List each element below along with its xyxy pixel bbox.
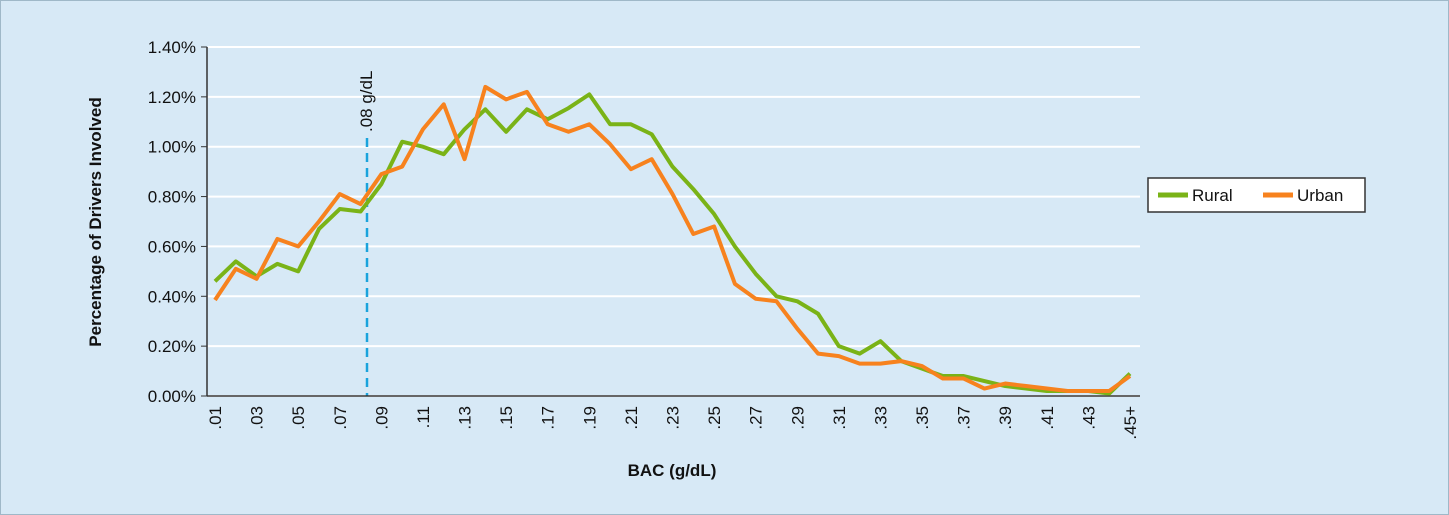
- y-axis-title: Percentage of Drivers Involved: [86, 97, 105, 346]
- x-tick-label: .37: [955, 406, 974, 430]
- legend-label: Rural: [1192, 186, 1233, 205]
- x-tick-label: .31: [830, 406, 849, 430]
- x-axis-title: BAC (g/dL): [628, 461, 717, 480]
- annotation: .08 g/dL: [357, 71, 376, 132]
- y-tick-label: 0.60%: [148, 237, 196, 256]
- series-line: [213, 84, 1132, 394]
- x-tick-label: .11: [414, 406, 433, 428]
- y-tick-label: 1.20%: [148, 88, 196, 107]
- x-tick-label: .43: [1079, 406, 1098, 430]
- y-tick-label: 0.00%: [148, 387, 196, 406]
- y-tick-label: 1.00%: [148, 138, 196, 157]
- x-tick-label: .41: [1038, 406, 1057, 430]
- x-tick-label: .23: [664, 406, 683, 430]
- x-tick-label: .03: [248, 406, 267, 430]
- x-tick-label: .13: [456, 406, 475, 430]
- x-tick-label: .35: [913, 406, 932, 430]
- y-tick-label: 0.20%: [148, 337, 196, 356]
- y-tick-label: 1.40%: [148, 38, 196, 57]
- x-tick-label: .09: [372, 406, 391, 430]
- x-tick-label: .27: [747, 406, 766, 430]
- x-tick-label: .19: [580, 406, 599, 430]
- x-tick-label: .05: [289, 406, 308, 430]
- legend-label: Urban: [1297, 186, 1343, 205]
- y-tick-label: 0.40%: [148, 287, 196, 306]
- x-tick-label: .01: [206, 406, 225, 430]
- series-line: [213, 92, 1132, 396]
- x-tick-label: .15: [497, 406, 516, 430]
- y-tick-label: 0.80%: [148, 188, 196, 207]
- x-tick-label: .17: [539, 406, 558, 430]
- x-tick-label: .21: [622, 406, 641, 430]
- x-tick-label: .29: [788, 406, 807, 430]
- x-tick-label: .33: [871, 406, 890, 430]
- x-tick-label: .39: [996, 406, 1015, 430]
- x-tick-label: .07: [331, 406, 350, 430]
- x-tick-label: .25: [705, 406, 724, 430]
- x-tick-label: .45+: [1121, 406, 1140, 440]
